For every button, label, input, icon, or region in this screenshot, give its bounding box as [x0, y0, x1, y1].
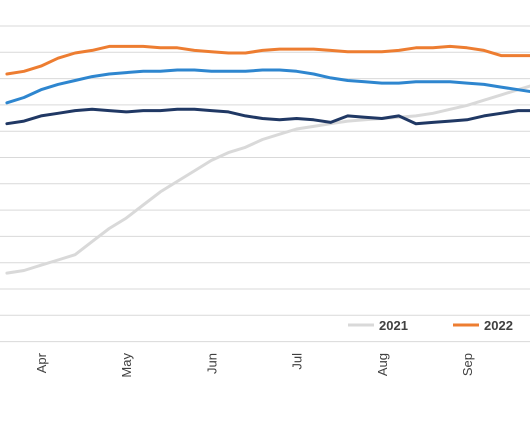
- x-tick-label: Jul: [290, 353, 305, 370]
- series-line-2021: [5, 84, 530, 275]
- legend: 2021 2022: [348, 318, 513, 333]
- x-tick-label: May: [119, 353, 134, 378]
- x-tick-label: Jun: [204, 353, 219, 374]
- x-tick-label: Apr: [34, 352, 49, 373]
- x-tick-label: Aug: [375, 353, 390, 376]
- series-lines: [5, 44, 530, 275]
- x-tick-label: Sep: [460, 353, 475, 376]
- gridlines: [0, 25, 530, 343]
- series-line-unlabeled-2: [5, 68, 530, 105]
- x-axis-tick-labels: Apr May Jun Jul Aug Sep: [34, 352, 475, 377]
- series-line-2022: [5, 44, 530, 76]
- legend-label: 2021: [379, 318, 408, 333]
- legend-label: 2022: [484, 318, 513, 333]
- series-line-unlabeled-3: [5, 107, 530, 126]
